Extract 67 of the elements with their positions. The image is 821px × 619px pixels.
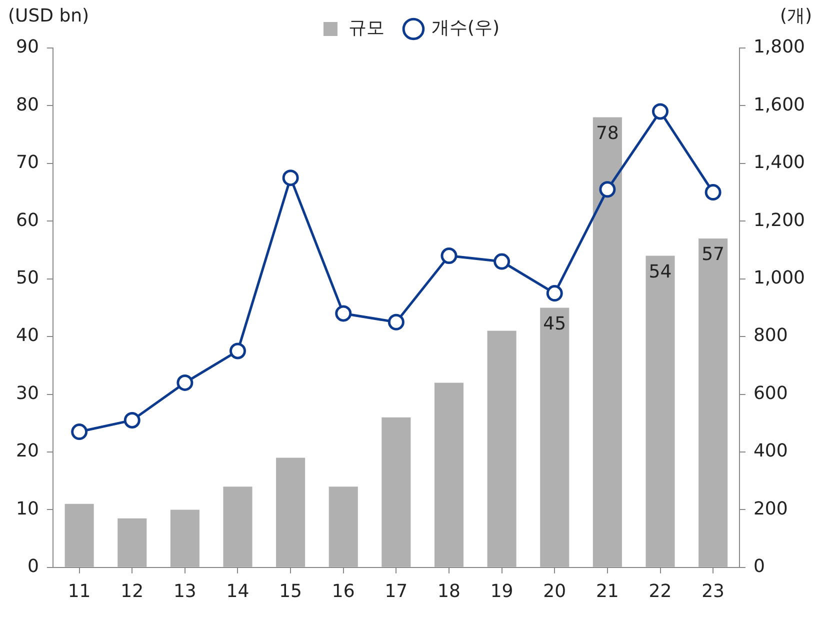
y-tick-label: 70 (16, 152, 39, 174)
legend-label: 규모 (348, 18, 384, 39)
y-tick-label: 10 (16, 498, 39, 520)
bar (223, 486, 252, 567)
data-label: 54 (648, 261, 672, 282)
y2-tick-label: 400 (753, 440, 788, 462)
x-tick-label: 22 (648, 580, 672, 602)
x-tick-label: 17 (384, 580, 408, 602)
data-label: 45 (543, 313, 566, 334)
bar (592, 117, 622, 567)
x-tick-label: 19 (490, 580, 514, 602)
x-tick-label: 13 (173, 580, 196, 602)
legend-label: 개수(우) (431, 18, 500, 39)
bar (382, 417, 411, 567)
bar (698, 238, 728, 567)
bar (540, 308, 570, 567)
bar (170, 510, 200, 567)
y2-axis-title: (개) (780, 6, 812, 27)
point (124, 412, 140, 428)
y2-tick-label: 1,800 (753, 36, 805, 58)
x-tick-label: 11 (68, 580, 91, 602)
y-tick-label: 0 (27, 556, 39, 578)
bar (434, 382, 464, 567)
x-tick-label: 12 (120, 580, 144, 602)
point (176, 374, 194, 391)
x-tick-label: 18 (438, 580, 460, 602)
y-tick-label: 90 (16, 36, 39, 58)
bar (487, 330, 516, 567)
y2-tick-label: 1,400 (753, 152, 805, 174)
y2-tick-label: 1,200 (753, 210, 805, 231)
point (652, 103, 668, 120)
point (599, 181, 616, 198)
point (388, 314, 404, 330)
point (71, 424, 88, 440)
point (282, 170, 299, 186)
data-label: 78 (596, 122, 619, 144)
x-tick-label: 14 (226, 580, 250, 602)
y2-tick-label: 600 (753, 382, 788, 404)
point (440, 248, 458, 264)
y2-tick-label: 0 (753, 556, 765, 578)
y-tick-label: 50 (16, 268, 39, 289)
data-label: 57 (702, 244, 725, 266)
x-tick-label: 16 (332, 580, 355, 602)
point (546, 285, 563, 302)
y-tick-label: 30 (16, 382, 39, 404)
y2-tick-label: 800 (753, 325, 788, 346)
y2-tick-label: 1,600 (753, 94, 805, 116)
point (230, 342, 246, 360)
y-tick-label: 40 (16, 325, 39, 346)
bar (276, 458, 306, 567)
x-tick-label: 23 (702, 580, 725, 602)
bar (328, 486, 358, 567)
y2-tick-label: 200 (753, 498, 788, 520)
point (335, 305, 352, 322)
y-tick-label: 80 (16, 94, 39, 116)
x-tick-label: 20 (543, 580, 566, 602)
y2-tick-label: 1,000 (753, 268, 805, 289)
x-tick-label: 15 (279, 580, 302, 602)
point (704, 184, 722, 201)
bar (118, 518, 147, 567)
bar (646, 256, 675, 567)
point (494, 253, 510, 270)
x-tick-label: 21 (596, 580, 619, 602)
y-tick-label: 20 (16, 440, 39, 462)
y-tick-label: 60 (16, 210, 39, 231)
y-axis-title: (USD bn) (8, 6, 90, 27)
bar (64, 504, 94, 567)
